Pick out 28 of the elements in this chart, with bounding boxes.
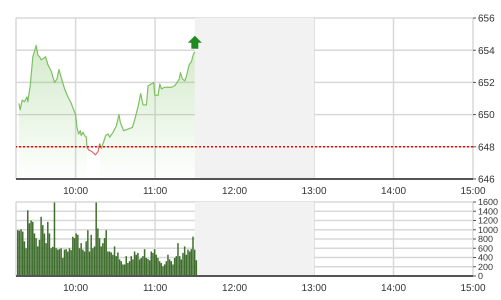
y-tick-label: 648 (478, 142, 496, 154)
x-tick-label: 13:00 (302, 186, 327, 198)
x-tick-label: 11:00 (142, 283, 168, 294)
y-tick-label: 0 (478, 271, 484, 282)
y-tick-label: 654 (478, 46, 496, 57)
x-tick-label: 10:00 (63, 186, 89, 198)
x-tick-label: 12:00 (222, 186, 248, 198)
y-tick-label: 400 (478, 252, 494, 263)
y-tick-label: 200 (478, 262, 494, 272)
y-tick-label: 1200 (478, 216, 498, 226)
y-tick-label: 650 (478, 110, 496, 122)
x-tick-label: 15:00 (460, 283, 486, 294)
y-tick-label: 646 (478, 174, 496, 186)
line-series (86, 142, 100, 156)
x-tick-label: 10:00 (63, 283, 89, 294)
y-tick-label: 800 (478, 234, 494, 244)
x-tick-label: 12:00 (222, 283, 248, 294)
x-tick-label: 14:00 (381, 186, 406, 198)
y-tick-label: 600 (478, 243, 494, 254)
y-tick-label: 1400 (478, 206, 498, 216)
x-tick-label: 14:00 (381, 283, 406, 294)
y-tick-label: 652 (478, 78, 496, 89)
y-tick-label: 1600 (478, 197, 498, 208)
x-tick-label: 11:00 (142, 186, 168, 198)
x-tick-label: 13:00 (302, 283, 327, 294)
y-tick-label: 656 (478, 14, 496, 25)
y-tick-label: 1000 (478, 224, 498, 235)
x-tick-label: 15:00 (460, 186, 486, 198)
